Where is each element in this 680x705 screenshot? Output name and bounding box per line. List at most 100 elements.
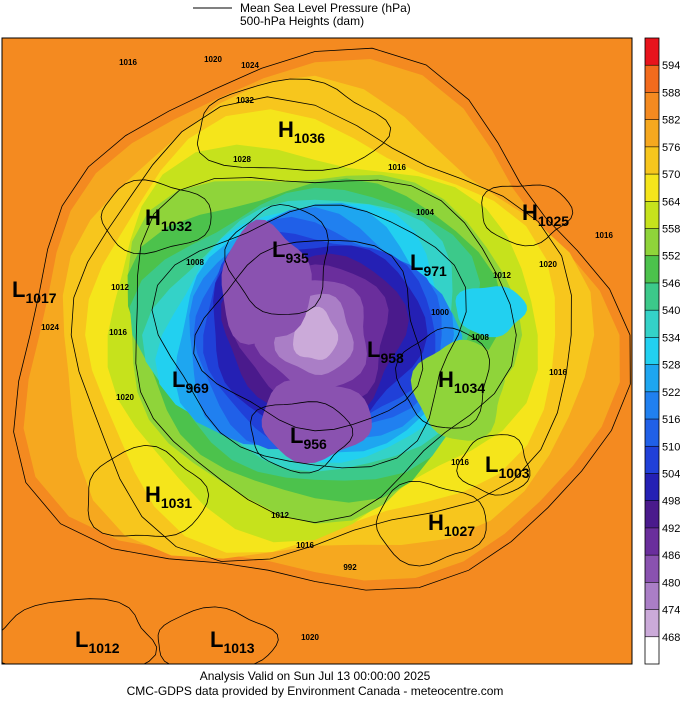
colorbar-band <box>645 228 659 256</box>
isobar <box>224 204 329 315</box>
colorbar-band <box>645 282 659 311</box>
center-value: 1034 <box>454 380 485 396</box>
center-value: 935 <box>285 250 309 266</box>
pressure-center: L935 <box>272 237 309 266</box>
pressure-center: L1017 <box>12 277 57 306</box>
isobar-label: 1016 <box>451 458 469 467</box>
colorbar-band <box>645 174 659 202</box>
height-band <box>261 379 372 464</box>
colorbar-band <box>645 446 659 474</box>
colorbar-frame <box>644 37 660 665</box>
colorbar-band <box>645 146 659 175</box>
pressure-center: L958 <box>367 337 404 366</box>
isobar-label: 1008 <box>471 333 489 342</box>
isobar-label: 1016 <box>296 541 314 550</box>
colorbar-label: 552 <box>662 251 680 263</box>
isobar <box>456 434 531 496</box>
colorbar-band <box>645 255 659 283</box>
isobar-label: 1016 <box>119 58 137 67</box>
colorbar-label: 480 <box>662 577 680 589</box>
colorbar-band <box>645 391 659 420</box>
isobar-label: 1016 <box>109 328 127 337</box>
isobar <box>2 598 158 664</box>
center-value: 956 <box>303 436 327 452</box>
pressure-center: L969 <box>172 367 209 396</box>
center-value: 1013 <box>223 640 254 656</box>
colorbar-label: 588 <box>662 87 680 99</box>
isobar-label: 1012 <box>493 271 511 280</box>
isobar-label: 1024 <box>41 323 59 332</box>
height-band <box>410 339 505 441</box>
colorbar-label: 540 <box>662 305 680 317</box>
pressure-center: L1013 <box>210 627 255 656</box>
colorbar-label: 486 <box>662 550 680 562</box>
colorbar-label: 558 <box>662 224 680 236</box>
pressure-center: L1003 <box>485 452 530 481</box>
center-value: 1017 <box>25 290 56 306</box>
isobar-label: 1024 <box>241 61 259 70</box>
colorbar-label: 570 <box>662 169 680 181</box>
colorbar-band <box>645 65 659 93</box>
colorbar-band <box>645 473 659 501</box>
isobar <box>375 481 487 567</box>
colorbar: 594 588 582 576 570 564 558 552 546 540 534 528 522 5… <box>644 37 680 665</box>
isobar-label: 992 <box>343 563 357 572</box>
colorbar-label: 528 <box>662 360 680 372</box>
pressure-center: H1036 <box>278 117 325 146</box>
isobar-label: 1012 <box>271 511 289 520</box>
legend-text: Mean Sea Level Pressure (hPa) <box>240 1 411 15</box>
colorbar-label: 498 <box>662 496 680 508</box>
colorbar-label: 576 <box>662 142 680 154</box>
isobar-label: 1004 <box>416 208 434 217</box>
pressure-center: L1012 <box>75 627 120 656</box>
center-type: H <box>145 482 161 507</box>
center-value: 1003 <box>498 465 529 481</box>
colorbar-label: 522 <box>662 387 680 399</box>
isobar <box>151 204 467 469</box>
pressure-center: H1031 <box>145 482 192 511</box>
center-value: 1025 <box>538 213 569 229</box>
center-type: H <box>438 367 454 392</box>
height-band <box>221 219 312 345</box>
colorbar-label: 474 <box>662 605 680 617</box>
pressure-center: L971 <box>410 250 447 279</box>
colorbar-label: 516 <box>662 414 680 426</box>
colorbar-band <box>645 92 659 120</box>
isobar <box>395 327 491 429</box>
center-value: 958 <box>380 350 404 366</box>
colorbar-label: 582 <box>662 115 680 127</box>
pressure-center: H1034 <box>438 367 485 396</box>
center-type: L <box>290 423 303 448</box>
center-value: 1031 <box>161 495 192 511</box>
isobar-label: 1008 <box>186 258 204 267</box>
colorbar-band <box>645 527 659 556</box>
center-type: H <box>522 200 538 225</box>
isobar <box>193 239 424 432</box>
pressure-center: H1032 <box>145 205 192 234</box>
isobar-label: 1028 <box>233 155 251 164</box>
center-value: 1032 <box>161 218 192 234</box>
center-type: L <box>210 627 223 652</box>
center-type: L <box>75 627 88 652</box>
center-type: H <box>145 205 161 230</box>
colorbar-band <box>645 201 659 229</box>
pressure-center: H1027 <box>428 510 475 539</box>
colorbar-label: 504 <box>662 468 680 480</box>
center-value: 1027 <box>444 523 475 539</box>
isobar-label: 1016 <box>388 163 406 172</box>
isobar <box>70 96 572 562</box>
isobar-label: 1020 <box>204 55 222 64</box>
isobar-label: 1020 <box>539 260 557 269</box>
footer-text: CMC-GDPS data provided by Environment Ca… <box>127 684 504 698</box>
colorbar-band <box>645 364 659 392</box>
footer-text: Analysis Valid on Sun Jul 13 00:00:00 20… <box>200 669 431 683</box>
center-value: 1036 <box>294 130 325 146</box>
isobar-label: 1020 <box>116 393 134 402</box>
isobar <box>196 78 392 171</box>
isobar-label: 1016 <box>549 368 567 377</box>
colorbar-band <box>645 310 659 338</box>
isobar-label: 1020 <box>301 633 319 642</box>
center-type: L <box>367 337 380 362</box>
